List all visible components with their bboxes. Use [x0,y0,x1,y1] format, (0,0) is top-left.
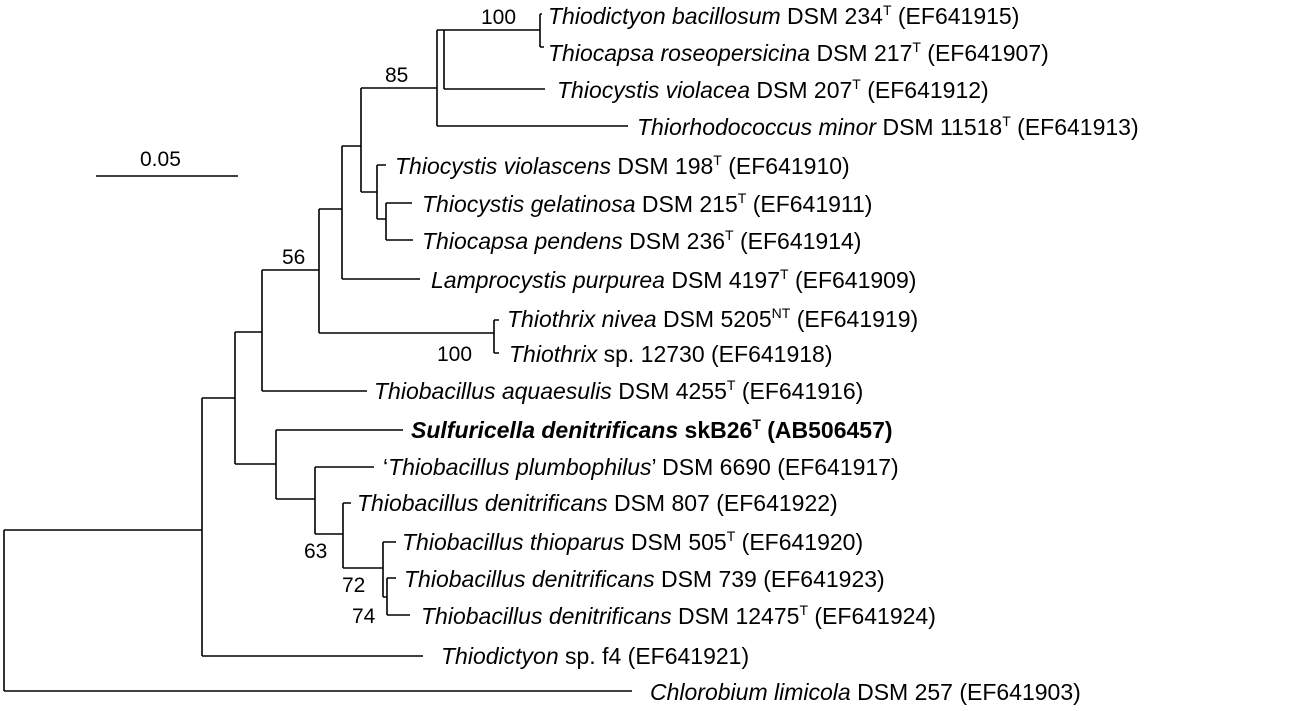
taxon-label: Thiobacillus denitrificans DSM 12475T (E… [421,602,936,629]
branch-node-56 [261,269,367,392]
bootstrap-value: 100 [481,6,516,29]
bootstrap-values: 100 85 56 100 63 72 74 [282,6,516,628]
taxon-label: Thiorhodococcus minor DSM 11518T (EF6419… [637,113,1139,140]
branch-node-72 [382,541,396,598]
taxon-label: ‘Thiobacillus plumbophilus’ DSM 6690 (EF… [383,454,899,480]
tree-branches [3,13,632,692]
taxon-label: Thiobacillus thioparus DSM 505T (EF64192… [402,528,863,555]
branch-node-f [360,87,437,193]
taxon-label: Thiodictyon bacillosum DSM 234T (EF64191… [548,2,1019,29]
bootstrap-value: 74 [352,605,376,628]
branch-node-d [318,208,494,334]
branch-node-j [385,202,413,241]
taxon-label: Chlorobium limicola DSM 257 (EF641903) [650,679,1081,705]
taxon-label-highlighted: Sulfuricella denitrificans skB26T (AB506… [411,416,893,443]
branch-node-e [341,145,420,280]
taxon-label: Thiobacillus aquaesulis DSM 4255T (EF641… [374,377,863,404]
branch-node-85 [436,29,628,127]
branch-thiothrix [493,319,499,354]
taxon-label: Thiothrix sp. 12730 (EF641918) [509,341,832,367]
taxon-label: Thiobacillus denitrificans DSM 739 (EF64… [404,566,885,592]
branch-node-i [376,164,386,220]
taxon-label: Thiocystis violascens DSM 198T (EF641910… [395,152,850,179]
scale-bar-label: 0.05 [140,148,181,171]
bootstrap-value: 63 [304,540,327,563]
branch-thiodictyon [539,13,544,48]
branch-node-74 [386,577,410,616]
branch-ingroup [201,397,423,657]
taxa-labels: Thiodictyon bacillosum DSM 234T (EF64191… [357,2,1139,705]
taxon-label: Thiocystis violacea DSM 207T (EF641912) [557,76,989,103]
bootstrap-value: 56 [282,246,305,269]
taxon-label: Lamprocystis purpurea DSM 4197T (EF64190… [431,266,916,293]
taxon-label: Thiocapsa roseopersicina DSM 217T (EF641… [548,39,1049,66]
branch-node-k [275,429,403,500]
taxon-label: Thiocapsa pendens DSM 236T (EF641914) [422,227,861,254]
taxon-label: Thiothrix nivea DSM 5205NT (EF641919) [507,305,918,332]
branch-node-h [443,29,545,90]
branch-root [3,529,632,692]
taxon-label: Thiobacillus denitrificans DSM 807 (EF64… [357,490,838,516]
scale-bar: 0.05 [96,148,238,177]
bootstrap-value: 72 [342,574,365,597]
taxon-label: Thiodictyon sp. f4 (EF641921) [441,643,749,669]
taxon-label: Thiocystis gelatinosa DSM 215T (EF641911… [422,190,872,217]
bootstrap-value: 100 [437,343,472,366]
branch-node-63 [342,502,383,569]
bootstrap-value: 85 [385,64,408,87]
branch-node-l [314,466,374,535]
branch-node-b [234,331,276,465]
